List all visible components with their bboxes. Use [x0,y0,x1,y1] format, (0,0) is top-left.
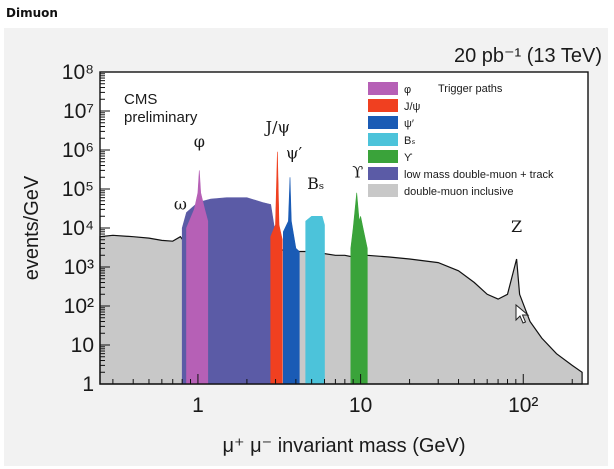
legend-swatch [368,82,398,95]
y-tick-label: 10³ [64,256,94,279]
legend-swatch [368,133,398,146]
peak-label: Z [511,217,522,236]
y-tick-label: 10⁸ [62,61,94,84]
dimuon-mass-chart: 1 10 10² 1 10 10² 10³ 10⁴ 10⁵ 10⁶ 10⁷ 10⁸ 20 pb⁻¹ … [21,45,602,457]
legend-swatch [368,167,398,180]
series-area-2 [186,170,209,385]
x-tick-label: 10² [508,394,538,417]
x-tick-label: 10 [349,394,372,417]
chart-areas [99,72,588,385]
peak-label: Bₛ [307,174,324,193]
y-tick-label: 10⁷ [63,100,94,123]
y-tick-label: 10⁶ [62,139,94,162]
y-tick-label: 10 [71,334,94,357]
y-tick-label: 10⁴ [62,217,94,240]
peak-label: ω [174,194,187,213]
x-axis-ticks: 1 10 10² [112,374,573,417]
legend-swatch [368,99,398,112]
peak-label: J/ψ [264,118,290,137]
legend-label: ψ′ [404,118,414,130]
peak-label: φ [194,132,205,151]
peak-label: ψ′ [286,144,303,163]
y-tick-label: 10² [64,295,94,318]
legend-swatch [368,150,398,163]
legend-label: double-muon inclusive [404,186,513,198]
legend-swatch [368,184,398,197]
legend-label: φ [404,84,411,96]
legend-label: Bₛ [404,135,415,147]
legend-swatch [368,116,398,129]
y-axis-label: events/GeV [21,175,43,280]
peak-label: ϒ [352,162,363,181]
x-tick-label: 1 [192,394,204,417]
y-tick-label: 10⁵ [62,178,94,201]
series-area-4 [283,177,300,385]
chart-title: 20 pb⁻¹ (13 TeV) [454,45,602,67]
annotation-line: CMS [124,91,157,108]
annotation-line: preliminary [124,109,198,126]
chart-panel: 1 10 10² 1 10 10² 10³ 10⁴ 10⁵ 10⁶ 10⁷ 10⁸ 20 pb⁻¹ … [4,28,608,466]
legend-label: low mass double-muon + track [404,169,554,181]
page-title: Dimuon [6,6,58,20]
legend-label: J/ψ [404,101,421,113]
series-area-6 [350,192,368,385]
y-tick-label: 1 [82,373,94,396]
legend-header: Trigger paths [438,83,503,95]
series-area-5 [305,216,325,385]
x-axis-label: μ⁺ μ⁻ invariant mass (GeV) [222,435,465,457]
series-area-3 [270,151,283,385]
legend-label: ϒ [404,152,413,164]
y-axis-ticks: 1 10 10² 10³ 10⁴ 10⁵ 10⁶ 10⁷ 10⁸ [62,61,110,396]
mouse-cursor-icon [515,303,530,324]
